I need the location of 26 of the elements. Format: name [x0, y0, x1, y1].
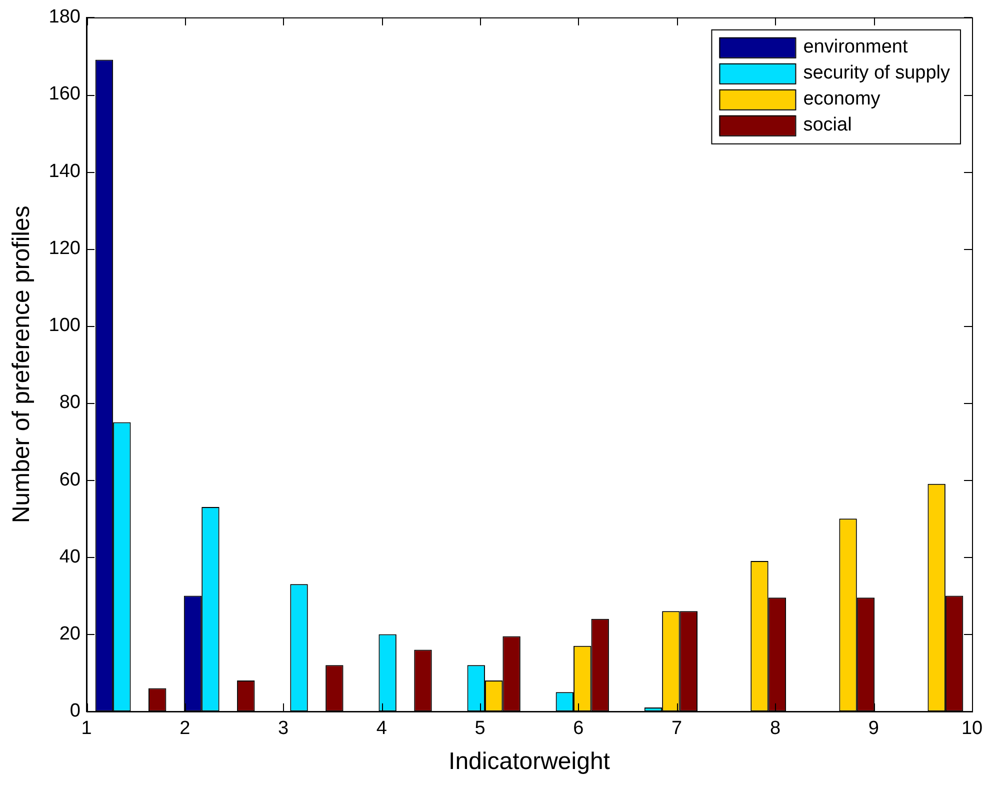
legend-label: economy — [803, 88, 881, 110]
x-tick-label: 6 — [573, 718, 584, 740]
y-tick-label: 0 — [70, 700, 80, 722]
legend-label: security of supply — [803, 62, 950, 84]
y-tick-label: 140 — [48, 160, 80, 182]
legend-label: environment — [803, 36, 908, 58]
legend-label: social — [803, 114, 852, 136]
y-axis-title: Number of preference profiles — [8, 206, 36, 524]
x-tick-label: 1 — [81, 718, 92, 740]
y-tick-label: 160 — [48, 84, 80, 105]
y-tick-label: 100 — [48, 315, 80, 336]
x-tick-label: 3 — [278, 718, 289, 740]
x-axis-title: Indicatorweight — [448, 748, 610, 776]
y-tick-label: 180 — [48, 6, 80, 28]
x-tick-label: 4 — [376, 718, 388, 740]
x-tick-label: 10 — [961, 718, 983, 740]
y-tick-label: 60 — [59, 469, 80, 490]
y-tick-label: 120 — [48, 238, 80, 259]
x-tick-label: 5 — [474, 718, 486, 740]
x-tick-label: 2 — [180, 718, 190, 740]
x-tick-label: 7 — [672, 718, 682, 740]
y-tick-label: 80 — [59, 392, 80, 414]
x-tick-label: 8 — [770, 718, 781, 740]
x-tick-label: 9 — [868, 718, 879, 740]
y-tick-label: 40 — [59, 546, 80, 568]
y-tick-label: 20 — [59, 624, 80, 645]
